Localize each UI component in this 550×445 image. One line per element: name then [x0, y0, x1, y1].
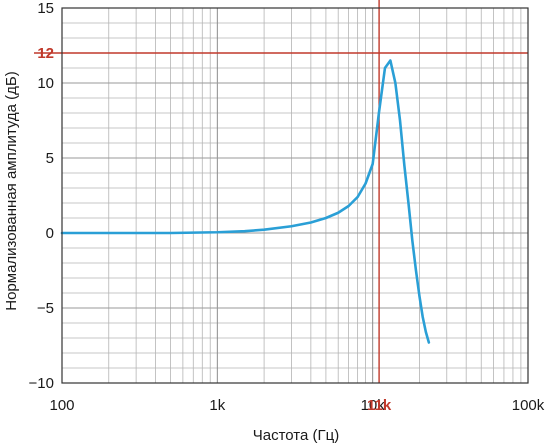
y-tick-label: 5	[46, 150, 54, 167]
x-tick-label: 1k	[209, 397, 225, 414]
series-line	[60, 59, 431, 344]
x-axis-label: Частота (Гц)	[253, 427, 339, 444]
marker-lines	[34, 0, 528, 383]
major-gridlines	[61, 7, 528, 384]
plot-frame	[61, 7, 529, 384]
y-axis-label: Нормализованная амплитуда (дБ)	[3, 71, 20, 311]
minor-gridlines	[62, 8, 528, 383]
x-tick-label: 100	[49, 397, 74, 414]
y-tick-label: 15	[37, 0, 54, 17]
y-tick-labels: −10 −5 0 5 10 15	[29, 0, 54, 392]
y-tick-label: −10	[29, 375, 54, 392]
x-tick-labels: 100 1k 10k 100k	[49, 397, 544, 414]
marker-labels: 11k 12	[37, 45, 392, 414]
y-tick-label: 10	[37, 75, 54, 92]
x-tick-label: 100k	[512, 397, 545, 414]
series-layer	[60, 59, 431, 344]
x-tick-label: 10k	[361, 397, 386, 414]
y-tick-label: −5	[37, 300, 54, 317]
y-tick-label: 0	[46, 225, 54, 242]
marker-x-label: 11k	[367, 397, 392, 414]
marker-y-label: 12	[37, 45, 54, 62]
